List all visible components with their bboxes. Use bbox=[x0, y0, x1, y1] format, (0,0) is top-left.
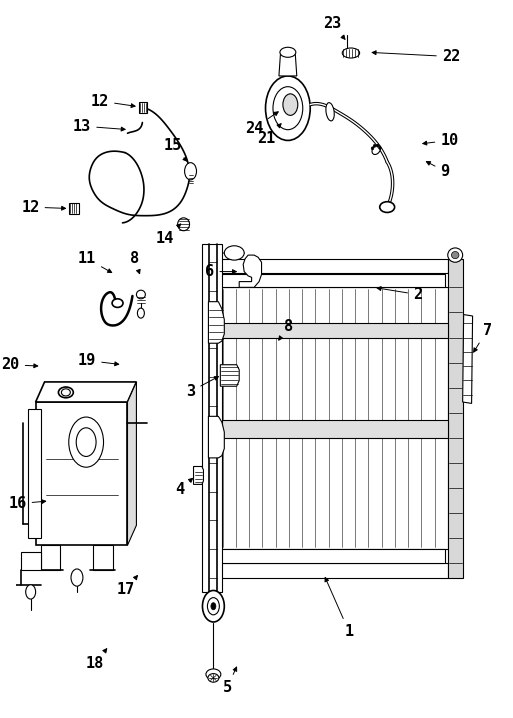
Polygon shape bbox=[463, 314, 472, 404]
Text: 5: 5 bbox=[223, 667, 236, 695]
Ellipse shape bbox=[371, 147, 374, 150]
Text: 2: 2 bbox=[377, 286, 422, 302]
Circle shape bbox=[69, 417, 104, 467]
Circle shape bbox=[76, 428, 96, 457]
Ellipse shape bbox=[280, 47, 296, 57]
Polygon shape bbox=[128, 382, 136, 545]
Circle shape bbox=[283, 94, 298, 116]
Ellipse shape bbox=[326, 103, 334, 121]
Ellipse shape bbox=[379, 146, 381, 149]
Polygon shape bbox=[448, 258, 463, 577]
Polygon shape bbox=[279, 55, 297, 76]
Circle shape bbox=[266, 76, 310, 141]
Polygon shape bbox=[93, 545, 112, 570]
Text: 21: 21 bbox=[256, 123, 281, 146]
Polygon shape bbox=[35, 402, 128, 545]
Ellipse shape bbox=[177, 218, 189, 230]
Circle shape bbox=[211, 602, 216, 610]
Ellipse shape bbox=[448, 248, 463, 262]
Text: 11: 11 bbox=[78, 251, 112, 273]
Ellipse shape bbox=[62, 389, 70, 396]
Text: 23: 23 bbox=[323, 16, 345, 39]
Circle shape bbox=[273, 87, 303, 130]
Polygon shape bbox=[212, 549, 445, 563]
Polygon shape bbox=[193, 467, 204, 485]
Ellipse shape bbox=[377, 144, 379, 147]
Ellipse shape bbox=[112, 299, 123, 307]
Text: 15: 15 bbox=[164, 138, 187, 162]
Polygon shape bbox=[21, 552, 41, 570]
Text: 6: 6 bbox=[205, 264, 236, 279]
Polygon shape bbox=[69, 202, 79, 213]
Text: 8: 8 bbox=[279, 320, 293, 340]
Circle shape bbox=[207, 597, 220, 615]
Polygon shape bbox=[221, 365, 239, 386]
Text: 9: 9 bbox=[426, 162, 449, 179]
Polygon shape bbox=[139, 103, 147, 113]
Polygon shape bbox=[209, 287, 448, 549]
Ellipse shape bbox=[206, 669, 221, 680]
Circle shape bbox=[185, 163, 196, 180]
Polygon shape bbox=[208, 416, 224, 458]
Text: 12: 12 bbox=[22, 200, 66, 215]
Text: 7: 7 bbox=[473, 323, 491, 352]
Text: 4: 4 bbox=[175, 478, 192, 497]
Circle shape bbox=[203, 590, 224, 622]
Ellipse shape bbox=[372, 145, 381, 154]
Ellipse shape bbox=[208, 673, 219, 682]
Ellipse shape bbox=[380, 202, 394, 213]
Polygon shape bbox=[41, 545, 61, 570]
Polygon shape bbox=[208, 302, 224, 343]
Text: 13: 13 bbox=[73, 118, 125, 134]
Polygon shape bbox=[35, 382, 136, 402]
Polygon shape bbox=[28, 409, 41, 538]
Text: 12: 12 bbox=[91, 93, 135, 108]
Text: 1: 1 bbox=[325, 577, 353, 639]
Polygon shape bbox=[212, 274, 445, 287]
Ellipse shape bbox=[136, 290, 145, 299]
Text: 19: 19 bbox=[78, 353, 119, 368]
Text: 14: 14 bbox=[155, 224, 181, 246]
Text: 22: 22 bbox=[372, 49, 460, 64]
Circle shape bbox=[71, 569, 83, 586]
Text: 18: 18 bbox=[86, 648, 107, 671]
Polygon shape bbox=[202, 244, 222, 592]
Text: 3: 3 bbox=[186, 376, 219, 398]
Polygon shape bbox=[209, 420, 448, 438]
Ellipse shape bbox=[451, 251, 459, 258]
Text: 10: 10 bbox=[423, 133, 459, 148]
Circle shape bbox=[26, 584, 35, 599]
Polygon shape bbox=[209, 323, 448, 337]
Polygon shape bbox=[209, 258, 448, 273]
Ellipse shape bbox=[58, 387, 73, 398]
Text: 24: 24 bbox=[245, 112, 278, 136]
Ellipse shape bbox=[373, 144, 376, 147]
Polygon shape bbox=[239, 255, 262, 287]
Text: 20: 20 bbox=[2, 358, 38, 372]
Text: 16: 16 bbox=[8, 496, 46, 511]
Ellipse shape bbox=[342, 48, 360, 58]
Text: 8: 8 bbox=[130, 251, 140, 274]
Circle shape bbox=[137, 308, 144, 318]
Polygon shape bbox=[209, 563, 448, 577]
Ellipse shape bbox=[224, 246, 244, 260]
Text: 17: 17 bbox=[116, 576, 137, 597]
